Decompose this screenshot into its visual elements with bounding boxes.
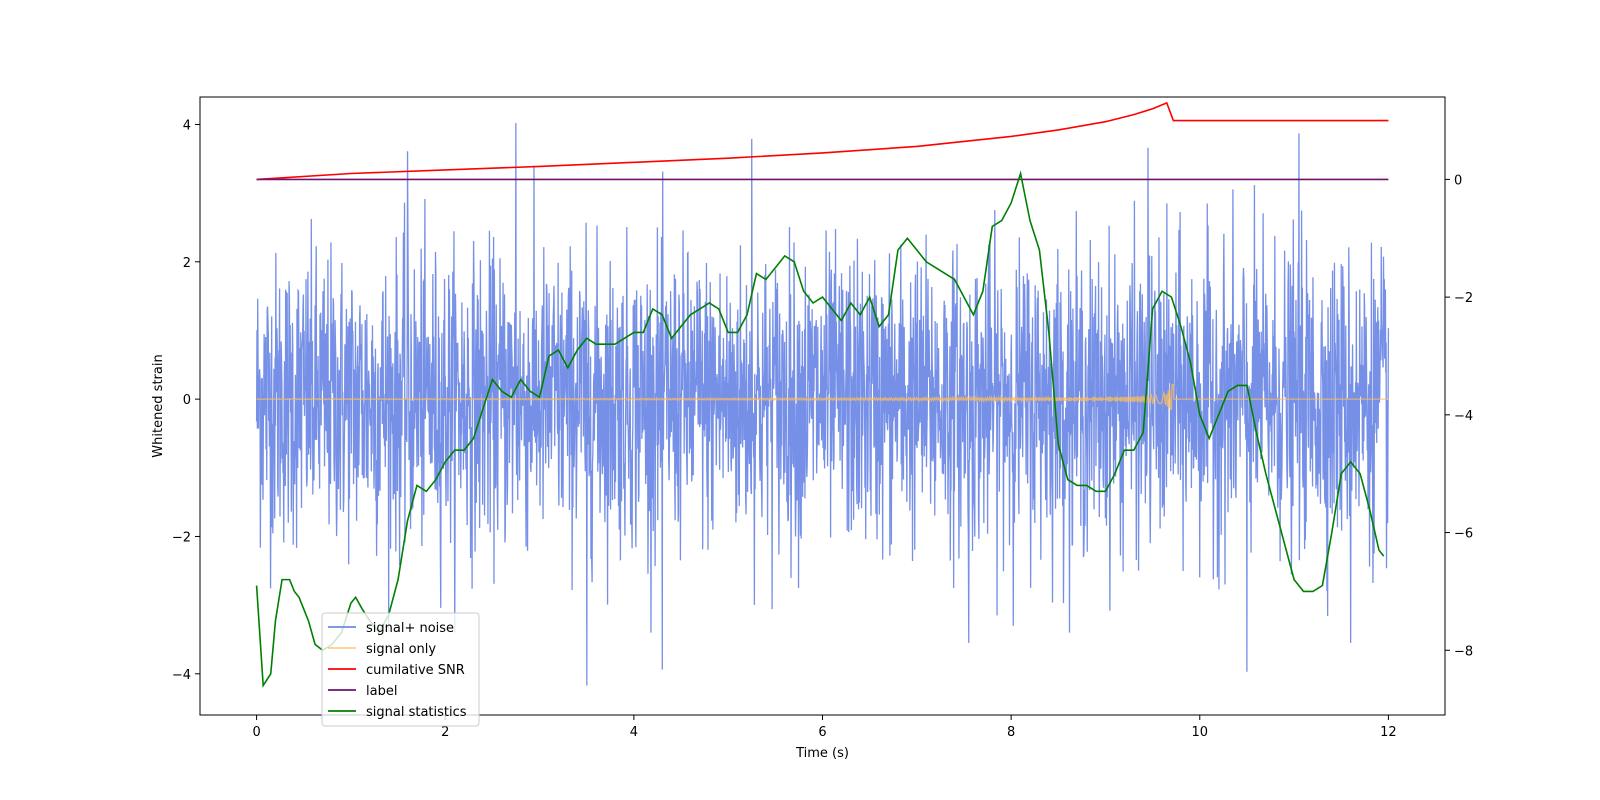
x-tick-label: 2: [441, 725, 449, 740]
legend-label: cumilative SNR: [366, 663, 465, 678]
y-right-tick-label: −2: [1454, 291, 1473, 306]
legend-label: signal+ noise: [366, 621, 454, 636]
legend-label: signal only: [366, 642, 436, 657]
series-cumilative-snr-line: [256, 101, 1389, 181]
right-axis-series: [255, 101, 1389, 689]
y-right-tick-label: −8: [1454, 644, 1473, 659]
x-tick-label: 0: [252, 725, 260, 740]
series-signal-only-line: [256, 383, 1389, 411]
legend-box: [321, 612, 480, 727]
left-axis-series: [255, 123, 1390, 686]
y-left-tick-label: 2: [183, 256, 191, 271]
legend-item: cumilative SNR: [328, 663, 465, 678]
y-left-tick-label: 0: [183, 393, 191, 408]
legend-item: signal statistics: [328, 705, 467, 720]
y-right-tick-label: 0: [1454, 173, 1462, 188]
series-signal-noise-line: [255, 123, 1390, 686]
legend-item: signal+ noise: [328, 621, 454, 636]
x-tick-label: 10: [1191, 725, 1208, 740]
y-axis-label: Whitened strain: [151, 354, 166, 457]
left-y-axis-ticks: −4 −2 0 2 4: [172, 118, 200, 683]
y-left-tick-label: −4: [172, 668, 191, 683]
series-signal-statistics-line: [255, 170, 1385, 689]
y-right-tick-label: −6: [1454, 527, 1473, 542]
y-right-tick-label: −4: [1454, 409, 1473, 424]
x-tick-label: 12: [1380, 725, 1397, 740]
legend-label: label: [366, 684, 397, 699]
x-tick-label: 6: [818, 725, 826, 740]
y-left-tick-label: 4: [183, 118, 191, 133]
right-y-axis-ticks: −8 −6 −4 −2 0: [1445, 173, 1473, 659]
legend-label: signal statistics: [366, 705, 467, 720]
x-axis-ticks: 0 2 4 6 8 10 12: [252, 715, 1397, 740]
x-tick-label: 8: [1007, 725, 1015, 740]
legend-item: label: [328, 684, 397, 699]
x-tick-label: 4: [630, 725, 638, 740]
legend: signal+ noise signal only cumilative SNR la…: [321, 612, 480, 727]
legend-item: signal only: [328, 642, 436, 657]
y-left-tick-label: −2: [172, 530, 191, 545]
x-axis-label: Time (s): [795, 746, 849, 761]
